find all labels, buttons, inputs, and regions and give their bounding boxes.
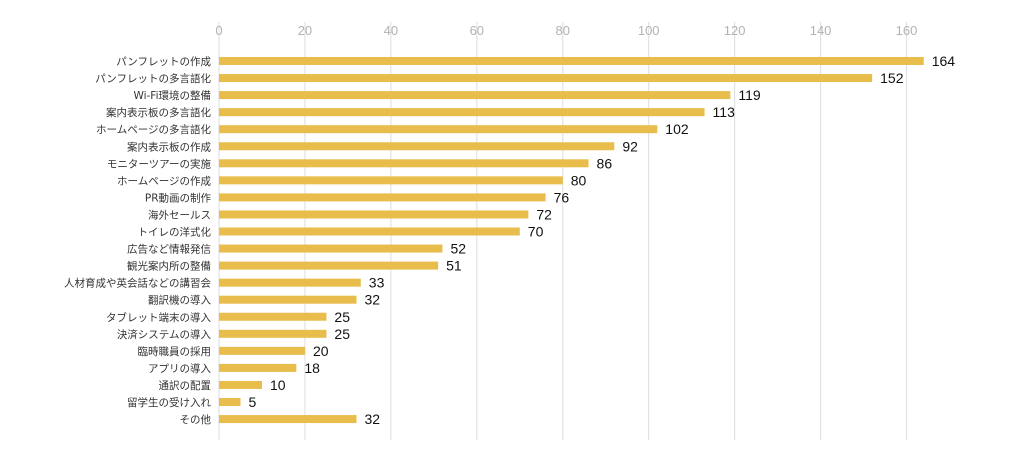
data-label: 70 xyxy=(528,224,544,240)
data-label: 5 xyxy=(248,394,256,410)
category-label: 人材育成や英会話などの講習会 xyxy=(64,277,211,290)
bar xyxy=(219,295,357,304)
x-tick-label: 60 xyxy=(470,23,484,38)
category-label: 臨時職員の採用 xyxy=(138,345,212,358)
data-label: 33 xyxy=(369,275,385,291)
data-label: 86 xyxy=(597,155,613,171)
x-tick-label: 80 xyxy=(556,23,570,38)
category-label: パンフレットの多言語化 xyxy=(95,72,211,85)
bar xyxy=(219,261,439,270)
data-label: 10 xyxy=(270,377,286,393)
data-label: 164 xyxy=(932,53,956,69)
category-label: トイレの洋式化 xyxy=(138,226,212,239)
category-label: モニターツアーの実施 xyxy=(107,157,212,170)
category-label: 観光案内所の整備 xyxy=(127,260,211,273)
category-label: ホームページの作成 xyxy=(117,175,211,187)
bar xyxy=(219,398,241,406)
data-label: 51 xyxy=(446,258,462,274)
category-label: 海外セールス xyxy=(148,208,211,221)
data-label: 25 xyxy=(334,309,350,325)
data-label: 20 xyxy=(313,343,329,359)
data-label: 18 xyxy=(304,360,320,376)
bar xyxy=(219,278,361,287)
data-label: 76 xyxy=(554,189,570,205)
data-label: 113 xyxy=(713,104,736,120)
category-label: パンフレットの作成 xyxy=(116,56,211,68)
category-label: タブレット端末の導入 xyxy=(106,311,211,324)
bar xyxy=(219,176,563,185)
bar xyxy=(219,142,615,151)
category-label: 通訳の配置 xyxy=(159,379,212,392)
bar xyxy=(219,193,546,202)
bar xyxy=(219,244,443,253)
data-label: 32 xyxy=(365,292,381,308)
category-label: 案内表示板の多言語化 xyxy=(106,106,211,119)
bar xyxy=(219,346,305,355)
x-tick-label: 100 xyxy=(638,23,660,38)
bar xyxy=(219,312,327,321)
category-label: その他 xyxy=(180,413,212,426)
bar xyxy=(219,57,924,65)
bar xyxy=(219,380,262,389)
data-label: 25 xyxy=(334,326,350,342)
bar xyxy=(219,227,520,236)
category-label: アプリの導入 xyxy=(148,362,211,375)
data-label: 72 xyxy=(536,206,552,222)
data-label: 119 xyxy=(738,87,761,103)
bar xyxy=(219,74,873,83)
bar xyxy=(219,210,529,219)
data-label: 92 xyxy=(622,138,638,154)
bars xyxy=(219,57,924,424)
bar xyxy=(219,91,731,100)
bar xyxy=(219,108,705,117)
x-tick-label: 140 xyxy=(810,23,832,38)
bar xyxy=(219,125,658,134)
category-label: 案内表示板の作成 xyxy=(127,140,211,153)
category-label: 決済システムの導入 xyxy=(117,328,212,341)
data-label: 80 xyxy=(571,172,587,188)
value-labels: 1641521191131029286807672705251333225252… xyxy=(248,53,955,427)
category-label: 広告など情報発信 xyxy=(127,243,211,256)
category-label: Wi-Fi環境の整備 xyxy=(133,89,211,102)
x-tick-label: 120 xyxy=(724,23,746,38)
category-label: ホームページの多言語化 xyxy=(96,123,211,136)
x-tick-label: 40 xyxy=(384,23,398,38)
data-label: 102 xyxy=(665,121,689,137)
data-label: 152 xyxy=(880,70,904,86)
category-label: 留学生の受け入れ xyxy=(127,396,211,409)
bar xyxy=(219,329,327,338)
category-label: PR動画の制作 xyxy=(145,191,212,204)
category-label: 翻訳機の導入 xyxy=(148,294,211,307)
x-tick-label: 0 xyxy=(215,23,222,38)
data-label: 52 xyxy=(450,241,466,257)
bar xyxy=(219,415,357,424)
x-tick-label: 160 xyxy=(896,23,918,38)
x-axis-ticks: 0 20 40 60 80 100 120 140 160 xyxy=(215,23,917,38)
x-tick-label: 20 xyxy=(298,23,312,38)
bar xyxy=(219,159,589,168)
bar xyxy=(219,363,297,372)
data-label: 32 xyxy=(365,411,381,427)
